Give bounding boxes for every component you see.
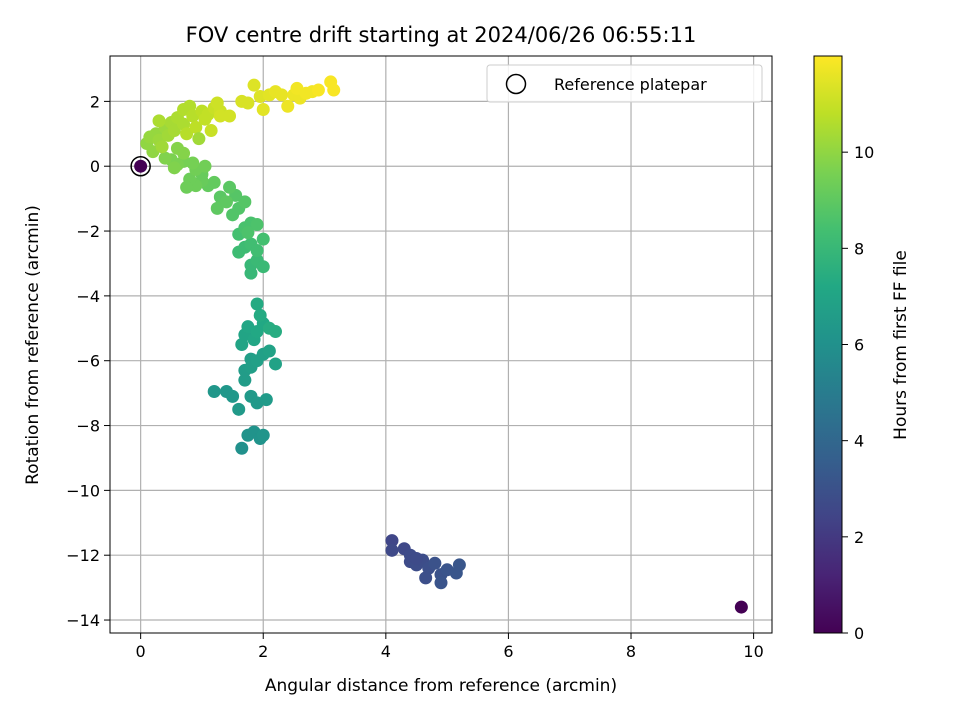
data-point [385, 543, 399, 557]
plot-frame [109, 55, 773, 634]
data-point [250, 243, 264, 257]
data-point [241, 96, 255, 110]
data-point [281, 99, 295, 113]
y-tick-label: −10 [66, 481, 100, 500]
data-point [223, 109, 237, 123]
data-point [192, 132, 206, 146]
y-tick-label: −4 [76, 287, 100, 306]
data-point [170, 141, 184, 155]
data-point [152, 114, 166, 128]
data-point [210, 201, 224, 215]
colorbar-label: Hours from first FF file [891, 250, 911, 440]
legend: Reference platepar [486, 64, 763, 103]
y-tick-label: 0 [90, 157, 100, 176]
x-tick-label: 8 [626, 642, 636, 661]
y-tick-label: −12 [66, 546, 100, 565]
colorbar-tick-label: 4 [854, 432, 864, 451]
data-point [256, 428, 270, 442]
data-point [275, 88, 289, 102]
plot-area: 0 2 4 6 8 10 −14 −12 −10 −8 −6 −4 −2 0 2 [66, 55, 773, 661]
data-point [256, 260, 270, 274]
data-point [262, 344, 276, 358]
data-points [140, 75, 748, 614]
data-point [247, 78, 261, 92]
data-point [452, 558, 466, 572]
data-point [207, 175, 221, 189]
data-point [167, 161, 181, 175]
y-tick-label: 2 [90, 92, 100, 111]
x-axis-label: Angular distance from reference (arcmin) [265, 676, 617, 696]
data-point [241, 226, 255, 240]
colorbar-tick-label: 2 [854, 528, 864, 547]
data-point [419, 571, 433, 585]
legend-entry-label: Reference platepar [554, 75, 707, 94]
data-point [250, 297, 264, 311]
data-point [213, 109, 227, 123]
data-point [223, 180, 237, 194]
data-point [219, 195, 233, 209]
data-point [155, 140, 169, 154]
data-point [238, 373, 252, 387]
data-point [232, 402, 246, 416]
data-point [269, 325, 282, 339]
data-point [189, 120, 203, 134]
data-point [167, 124, 181, 138]
colorbar-tick-label: 8 [854, 239, 864, 258]
colorbar-tick-label: 6 [854, 336, 864, 355]
data-point [238, 195, 252, 209]
y-tick-label: −14 [66, 611, 100, 630]
legend-reference-marker [505, 73, 527, 95]
colorbar-tick-label: 10 [854, 143, 874, 162]
data-point [259, 393, 273, 407]
x-tick-label: 0 [136, 642, 146, 661]
y-axis-label: Rotation from reference (arcmin) [23, 205, 43, 485]
x-tick-label: 4 [381, 642, 391, 661]
y-axis-ticks: −14 −12 −10 −8 −6 −4 −2 0 2 [66, 92, 110, 630]
data-point [198, 159, 212, 173]
data-point [204, 124, 218, 138]
y-tick-label: −2 [76, 222, 100, 241]
data-point [235, 441, 249, 455]
data-point [250, 218, 264, 232]
data-point [253, 308, 267, 322]
data-point [327, 83, 341, 97]
data-point [311, 83, 325, 97]
colorbar-tick-label: 0 [854, 624, 864, 643]
data-point [269, 357, 282, 371]
colorbar: 0 2 4 6 8 10 Hours from first FF file [813, 55, 911, 643]
grid-lines [110, 56, 772, 633]
x-tick-label: 2 [258, 642, 268, 661]
data-point [158, 151, 172, 165]
colorbar-ticks: 0 2 4 6 8 10 [842, 143, 874, 643]
y-tick-label: −6 [76, 352, 100, 371]
data-point [734, 600, 748, 614]
chart-title: FOV centre drift starting at 2024/06/26 … [186, 23, 697, 47]
x-tick-label: 10 [743, 642, 763, 661]
data-point [180, 127, 194, 141]
data-point [180, 180, 194, 194]
legend-box [486, 64, 763, 103]
x-tick-label: 6 [503, 642, 513, 661]
data-point [207, 385, 221, 399]
y-tick-label: −8 [76, 417, 100, 436]
colorbar-scale [813, 55, 843, 634]
reference-point [134, 159, 148, 173]
data-point [428, 556, 442, 570]
reference-marker [130, 155, 151, 177]
x-axis-ticks: 0 2 4 6 8 10 [136, 633, 764, 661]
data-point [434, 576, 448, 590]
plot-background [110, 56, 772, 633]
data-point [385, 534, 399, 548]
reference-marker-layer [130, 155, 151, 177]
data-point [226, 389, 240, 403]
data-point [256, 102, 270, 116]
data-point [210, 96, 224, 110]
data-point [409, 551, 423, 565]
data-point [256, 232, 270, 246]
